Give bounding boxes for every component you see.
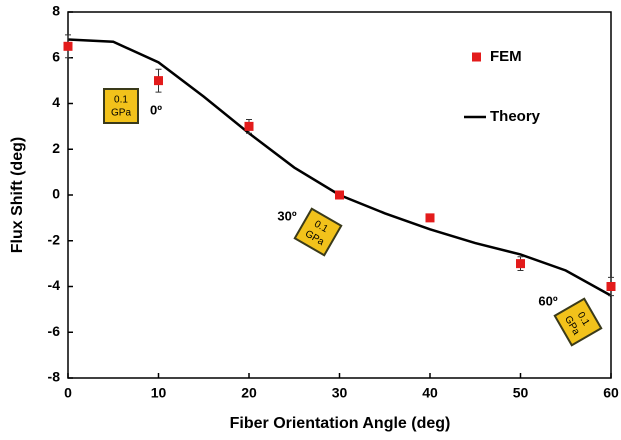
y-tick-label: 2 — [52, 140, 60, 156]
x-tick-label: 40 — [422, 385, 438, 401]
y-tick-label: -8 — [48, 369, 61, 385]
fem-point — [516, 259, 525, 268]
stress-box: 0.1 GPa — [104, 89, 138, 123]
x-tick-label: 0 — [64, 385, 72, 401]
x-tick-label: 30 — [332, 385, 348, 401]
y-tick-label: 0 — [52, 186, 60, 202]
fem-point — [154, 76, 163, 85]
y-axis-title: Flux Shift (deg) — [9, 137, 26, 253]
y-tick-label: -6 — [48, 323, 61, 339]
x-axis-title: Fiber Orientation Angle (deg) — [230, 415, 451, 432]
theory-line — [68, 39, 611, 295]
angle-label: 30º — [277, 208, 296, 223]
y-tick-label: 8 — [52, 3, 60, 19]
y-tick-label: -4 — [48, 277, 61, 293]
legend-label: Theory — [490, 108, 541, 125]
x-tick-label: 20 — [241, 385, 257, 401]
x-tick-label: 10 — [151, 385, 167, 401]
fem-point — [607, 282, 616, 291]
stress-value: 0.1 — [114, 95, 128, 106]
y-tick-label: -2 — [48, 231, 61, 247]
legend-marker — [472, 53, 481, 62]
angle-label: 0º — [150, 102, 162, 117]
fem-point — [335, 191, 344, 200]
fem-point — [64, 42, 73, 51]
x-tick-label: 60 — [603, 385, 619, 401]
chart: Fiber Orientation Angle (deg) Flux Shift… — [0, 0, 621, 440]
fem-point — [245, 122, 254, 131]
angle-label: 60º — [538, 293, 557, 308]
y-tick-label: 6 — [52, 48, 60, 64]
legend-label: FEM — [490, 48, 522, 65]
x-tick-label: 50 — [513, 385, 529, 401]
stress-square — [555, 299, 601, 345]
stress-square — [295, 209, 341, 255]
stress-unit: GPa — [111, 108, 131, 119]
fem-point — [426, 213, 435, 222]
y-tick-label: 4 — [52, 94, 60, 110]
